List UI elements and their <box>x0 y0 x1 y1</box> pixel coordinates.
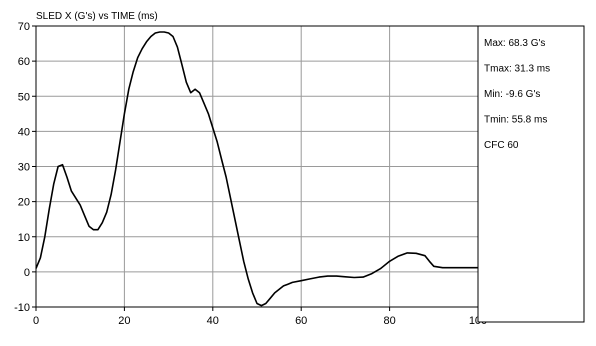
y-tick-label: 40 <box>18 126 30 138</box>
x-tick-label: 60 <box>295 315 307 327</box>
x-tick-label: 0 <box>33 315 39 327</box>
stat-line: Min: -9.6 G's <box>484 89 540 100</box>
y-tick-label: 70 <box>18 21 30 33</box>
y-tick-label: 60 <box>18 56 30 68</box>
y-tick-label: 20 <box>18 197 30 209</box>
y-tick-label: -10 <box>14 302 30 314</box>
y-tick-label: 0 <box>24 267 30 279</box>
y-tick-label: 10 <box>18 232 30 244</box>
x-tick-label: 80 <box>383 315 395 327</box>
stat-line: Tmin: 55.8 ms <box>484 115 547 126</box>
x-tick-label: 20 <box>118 315 130 327</box>
axes <box>32 25 479 311</box>
stat-line: Tmax: 31.3 ms <box>484 64 550 75</box>
grid-lines <box>36 26 478 307</box>
chart-title: SLED X (G's) vs TIME (ms) <box>36 11 158 22</box>
y-tick-label: 30 <box>18 162 30 174</box>
stat-line: CFC 60 <box>484 140 519 151</box>
series-lines <box>35 31 478 307</box>
y-tick-label: 50 <box>18 91 30 103</box>
stat-line: Max: 68.3 G's <box>484 38 545 49</box>
stats-box <box>477 25 585 323</box>
x-tick-label: 40 <box>207 315 219 327</box>
stats-panel: Max: 68.3 G's Tmax: 31.3 ms Min: -9.6 G's T… <box>477 25 585 323</box>
series-line <box>35 31 478 307</box>
